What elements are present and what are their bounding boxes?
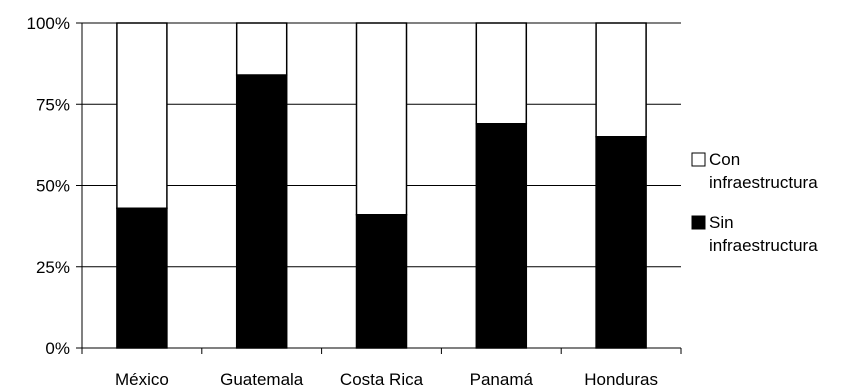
bar-segment-con-0 bbox=[116, 22, 168, 209]
bar-segment-con-1 bbox=[235, 22, 288, 76]
bar-segment-sin-2 bbox=[355, 214, 408, 349]
bar-segment-sin-3 bbox=[475, 123, 528, 349]
y-tick-label: 0% bbox=[45, 339, 70, 358]
bar-segment-con-3 bbox=[475, 22, 528, 125]
y-tick-label: 50% bbox=[36, 177, 70, 196]
bar-segment-con-4 bbox=[595, 22, 647, 138]
x-tick-label: México bbox=[115, 370, 169, 389]
bar-segment-sin-4 bbox=[595, 136, 647, 349]
legend-label-line2: infraestructura bbox=[709, 173, 818, 192]
legend: Con infraestructura Sin infraestructura bbox=[691, 150, 818, 255]
bar-segment-con-2 bbox=[355, 22, 408, 216]
x-tick-label: Panamá bbox=[470, 370, 534, 389]
x-tick-label: Honduras bbox=[584, 370, 658, 389]
y-tick-label: 25% bbox=[36, 258, 70, 277]
x-tick-label: Costa Rica bbox=[340, 370, 424, 389]
y-tick-label: 100% bbox=[27, 14, 70, 33]
y-tick-label: 75% bbox=[36, 95, 70, 114]
legend-entry-0: Con infraestructura bbox=[691, 150, 818, 192]
legend-swatch bbox=[691, 152, 706, 167]
legend-label-line1: Con bbox=[709, 150, 740, 169]
bar-segment-sin-0 bbox=[116, 207, 168, 349]
y-axis-ticks: 0% 25% 50% 75% 100% bbox=[27, 14, 82, 358]
x-axis-ticks: México Guatemala Costa Rica Panamá Honduras bbox=[81, 348, 682, 389]
legend-swatch bbox=[691, 215, 706, 230]
legend-label-line1: Sin bbox=[709, 213, 734, 232]
legend-label-line2: infraestructura bbox=[709, 236, 818, 255]
x-tick-label: Guatemala bbox=[220, 370, 304, 389]
bars bbox=[116, 22, 647, 349]
bar-segment-sin-1 bbox=[235, 74, 288, 349]
legend-entry-1: Sin infraestructura bbox=[691, 213, 818, 255]
